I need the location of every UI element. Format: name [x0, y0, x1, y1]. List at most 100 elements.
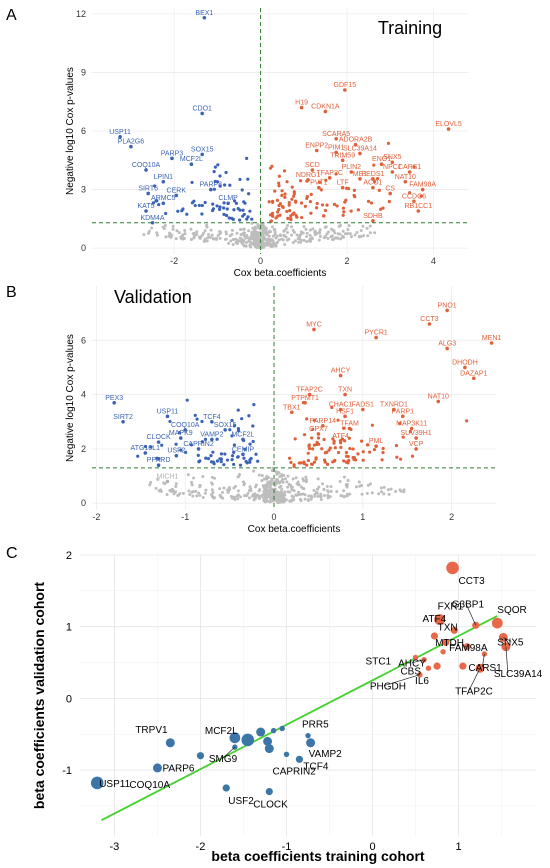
ns-point — [299, 232, 303, 236]
sig-point — [230, 454, 235, 458]
point-label-usp11: USP11 — [109, 129, 131, 136]
ns-point — [205, 225, 209, 229]
ns-point — [270, 225, 274, 229]
ns-point — [292, 498, 296, 502]
ns-point — [338, 480, 342, 484]
sig-point — [193, 413, 197, 417]
data-point-tcf4 — [295, 755, 303, 763]
sig-point — [244, 459, 248, 464]
y-tick-label: 0 — [66, 693, 72, 705]
point-label-me1: ME1 — [353, 171, 368, 178]
point-label-myc: MYC — [306, 321, 322, 328]
ns-point — [302, 238, 306, 242]
data-point-sox15 — [200, 152, 205, 157]
data-point-parp3 — [170, 156, 174, 161]
data-point-eno1 — [379, 162, 384, 166]
ns-point — [309, 494, 313, 498]
ns-point — [167, 234, 171, 238]
ns-point — [373, 231, 377, 235]
ns-point — [142, 233, 146, 237]
sig-point — [293, 437, 297, 441]
ns-point — [318, 228, 322, 232]
ns-point — [286, 474, 290, 478]
sig-point — [250, 217, 254, 221]
point-label-vamp2: VAMP2 — [200, 431, 223, 438]
sig-point — [218, 184, 222, 188]
sig-point — [289, 460, 293, 465]
data-point — [270, 727, 277, 734]
sig-point — [305, 463, 309, 467]
ns-point — [245, 233, 249, 237]
data-point-rb1cc1 — [416, 209, 421, 213]
data-point-cars1 — [407, 170, 412, 174]
data-point-coq10a — [183, 428, 188, 432]
data-point-dazap1 — [472, 376, 476, 381]
ns-point — [235, 494, 239, 498]
sig-point — [274, 216, 278, 220]
ns-point — [305, 231, 309, 235]
ns-point — [316, 477, 320, 481]
ns-point — [156, 477, 160, 481]
ns-point — [286, 224, 290, 228]
ns-point — [313, 494, 317, 498]
ns-point-cloud — [142, 221, 377, 250]
ns-point — [380, 490, 384, 494]
ns-point — [174, 485, 178, 489]
ns-point — [271, 496, 275, 500]
point-label-cars1: CARS1 — [398, 164, 421, 171]
sig-point — [333, 446, 337, 450]
sig-point — [200, 203, 204, 208]
point-label-eno1: ENO1 — [372, 156, 391, 163]
sig-point — [236, 408, 240, 412]
point-label-aco1: ACO1 — [363, 180, 382, 187]
label-leader-smg9 — [222, 746, 236, 759]
point-label-smg9: SMG9 — [209, 754, 238, 765]
sig-point — [322, 214, 326, 218]
sig-point — [465, 419, 469, 423]
sig-point — [277, 207, 281, 212]
ns-point — [262, 490, 266, 494]
point-label-atf4: ATF4 — [422, 614, 446, 625]
sig-point — [157, 457, 161, 461]
ns-point — [255, 245, 259, 249]
ns-point — [290, 233, 294, 237]
ns-point — [291, 228, 295, 232]
point-label-phgdh: PHGDH — [370, 682, 406, 693]
ns-point — [274, 244, 278, 248]
point-label-slc39a14: SLC39A14 — [494, 669, 543, 680]
sig-point — [285, 180, 289, 184]
point-label-map3k11: MAP3K11 — [396, 421, 427, 428]
ns-point — [223, 237, 227, 241]
ns-point — [149, 481, 153, 485]
sig-point — [277, 184, 281, 188]
ns-point — [249, 236, 253, 240]
ns-point — [148, 483, 152, 487]
data-point-parp14 — [321, 424, 325, 428]
data-point-pla2g6 — [129, 144, 133, 149]
sig-point — [276, 210, 280, 214]
ns-point — [343, 232, 347, 236]
y-tick-label: 0 — [81, 243, 86, 253]
ns-point — [244, 244, 248, 248]
ns-point — [230, 232, 234, 236]
data-point-gpx7 — [316, 432, 321, 436]
sig-point — [177, 430, 182, 435]
data-point-snx5 — [390, 160, 395, 165]
point-label-ahcy: AHCY — [331, 368, 351, 375]
point-label-fam98a: FAM98A — [409, 182, 436, 189]
sig-point — [222, 183, 227, 187]
sig-point — [352, 193, 356, 198]
ns-point — [317, 485, 321, 489]
x-tick-label: -2 — [196, 841, 206, 853]
ns-point — [243, 231, 247, 235]
point-label-tfap2c: TFAP2C — [296, 387, 322, 394]
ns-point — [311, 227, 315, 231]
data-point-pml — [374, 444, 378, 448]
sig-point — [248, 460, 252, 464]
data-point-ptpmt1 — [303, 400, 307, 405]
point-label-pno1: PNO1 — [438, 302, 457, 309]
sig-point — [359, 439, 364, 443]
ns-point — [303, 493, 307, 497]
ns-point — [244, 236, 248, 240]
ns-point — [248, 240, 252, 244]
